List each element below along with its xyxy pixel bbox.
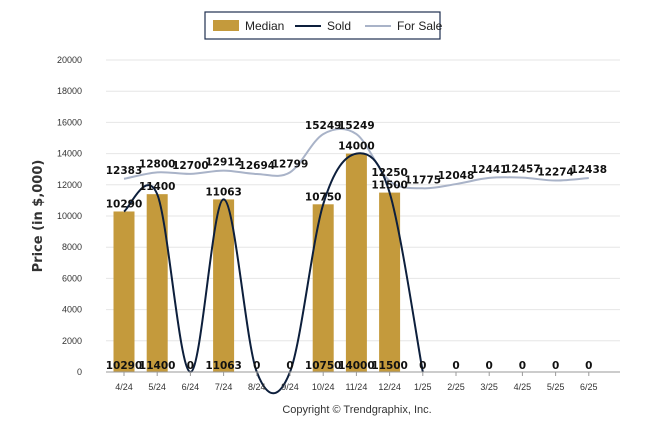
median-data-label: 0 <box>286 360 293 372</box>
median-data-label: 0 <box>519 360 526 372</box>
median-data-label: 14000 <box>338 360 375 372</box>
for-sale-data-label: 15249 <box>338 120 375 132</box>
for-sale-data-label: 15249 <box>305 120 342 132</box>
median-bar <box>312 204 334 372</box>
for-sale-data-label: 12048 <box>438 170 475 182</box>
x-tick-label: 7/24 <box>215 382 233 392</box>
for-sale-data-label: 12694 <box>239 160 276 172</box>
y-tick-label: 8000 <box>62 242 82 252</box>
x-tick-label: 5/24 <box>148 382 166 392</box>
sold-data-label: 14000 <box>338 141 375 153</box>
y-tick-label: 0 <box>77 367 82 377</box>
sold-data-label: 11400 <box>139 181 176 193</box>
for-sale-data-label: 12383 <box>106 165 143 177</box>
for-sale-data-label: 12438 <box>571 164 608 176</box>
median-data-label: 0 <box>552 360 559 372</box>
x-tick-label: 6/25 <box>580 382 598 392</box>
for-sale-data-label: 12457 <box>504 164 541 176</box>
x-tick-label: 2/25 <box>447 382 465 392</box>
y-axis-label: Price (in $,000) <box>31 160 46 273</box>
legend-label-median: Median <box>245 19 284 33</box>
y-tick-label: 4000 <box>62 305 82 315</box>
x-tick-label: 6/24 <box>182 382 200 392</box>
median-bar <box>345 153 367 372</box>
x-tick-label: 12/24 <box>378 382 401 392</box>
median-data-label: 10750 <box>305 360 342 372</box>
median-data-label: 11400 <box>139 360 176 372</box>
for-sale-data-label: 12441 <box>471 164 508 176</box>
y-tick-label: 16000 <box>57 117 82 127</box>
for-sale-data-label: 12800 <box>139 158 176 170</box>
median-bar <box>213 199 235 372</box>
sold-data-label: 10290 <box>106 198 143 210</box>
for-sale-data-label: 12250 <box>371 167 408 179</box>
legend-swatch-median <box>213 20 239 31</box>
x-tick-label: 4/24 <box>115 382 133 392</box>
y-tick-label: 6000 <box>62 273 82 283</box>
median-data-label: 0 <box>187 360 194 372</box>
legend-label-sold: Sold <box>327 19 351 33</box>
median-data-label: 0 <box>253 360 260 372</box>
median-bar <box>113 211 135 372</box>
sold-line <box>123 152 424 395</box>
y-tick-label: 2000 <box>62 336 82 346</box>
x-tick-label: 5/25 <box>547 382 565 392</box>
legend-label-for-sale: For Sale <box>397 19 443 33</box>
sold-data-label: 10750 <box>305 191 342 203</box>
median-bar <box>146 194 168 372</box>
y-tick-label: 18000 <box>57 86 82 96</box>
median-data-label: 11063 <box>205 360 242 372</box>
axis-layer: 0 2000 4000 6000 8000 10000 12000 14000 16000 180… <box>57 55 620 392</box>
median-data-label: 0 <box>585 360 592 372</box>
for-sale-data-label: 11775 <box>405 174 442 186</box>
median-data-label: 10290 <box>106 360 143 372</box>
x-tick-label: 10/24 <box>312 382 335 392</box>
x-tick-label: 3/25 <box>480 382 498 392</box>
for-sale-data-label: 12912 <box>205 157 242 169</box>
x-tick-label: 4/25 <box>514 382 532 392</box>
median-data-label: 0 <box>452 360 459 372</box>
x-tick-label: 11/24 <box>345 382 367 392</box>
copyright-text: Copyright © Trendgraphix, Inc. <box>282 404 431 416</box>
sold-data-label: 11500 <box>371 180 408 192</box>
line-layer <box>123 127 589 395</box>
for-sale-data-label: 12700 <box>172 160 209 172</box>
y-tick-label: 14000 <box>57 149 82 159</box>
for-sale-data-label: 12799 <box>272 158 309 170</box>
y-tick-label: 12000 <box>57 180 82 190</box>
median-data-label: 11500 <box>371 360 408 372</box>
x-tick-label: 8/24 <box>248 382 266 392</box>
y-tick-label: 20000 <box>57 55 82 65</box>
median-data-label: 0 <box>419 360 426 372</box>
y-tick-label: 10000 <box>57 211 82 221</box>
for-sale-data-label: 12274 <box>537 167 574 179</box>
legend-frame <box>204 11 441 40</box>
sold-data-label: 11063 <box>205 186 242 198</box>
x-tick-label: 1/25 <box>414 382 432 392</box>
x-tick-label: 9/24 <box>281 382 299 392</box>
for-sale-line <box>123 127 589 190</box>
bar-layer <box>113 153 401 372</box>
median-data-label: 0 <box>486 360 493 372</box>
median-bar <box>379 192 401 372</box>
legend: Median Sold For Sale <box>204 11 443 40</box>
